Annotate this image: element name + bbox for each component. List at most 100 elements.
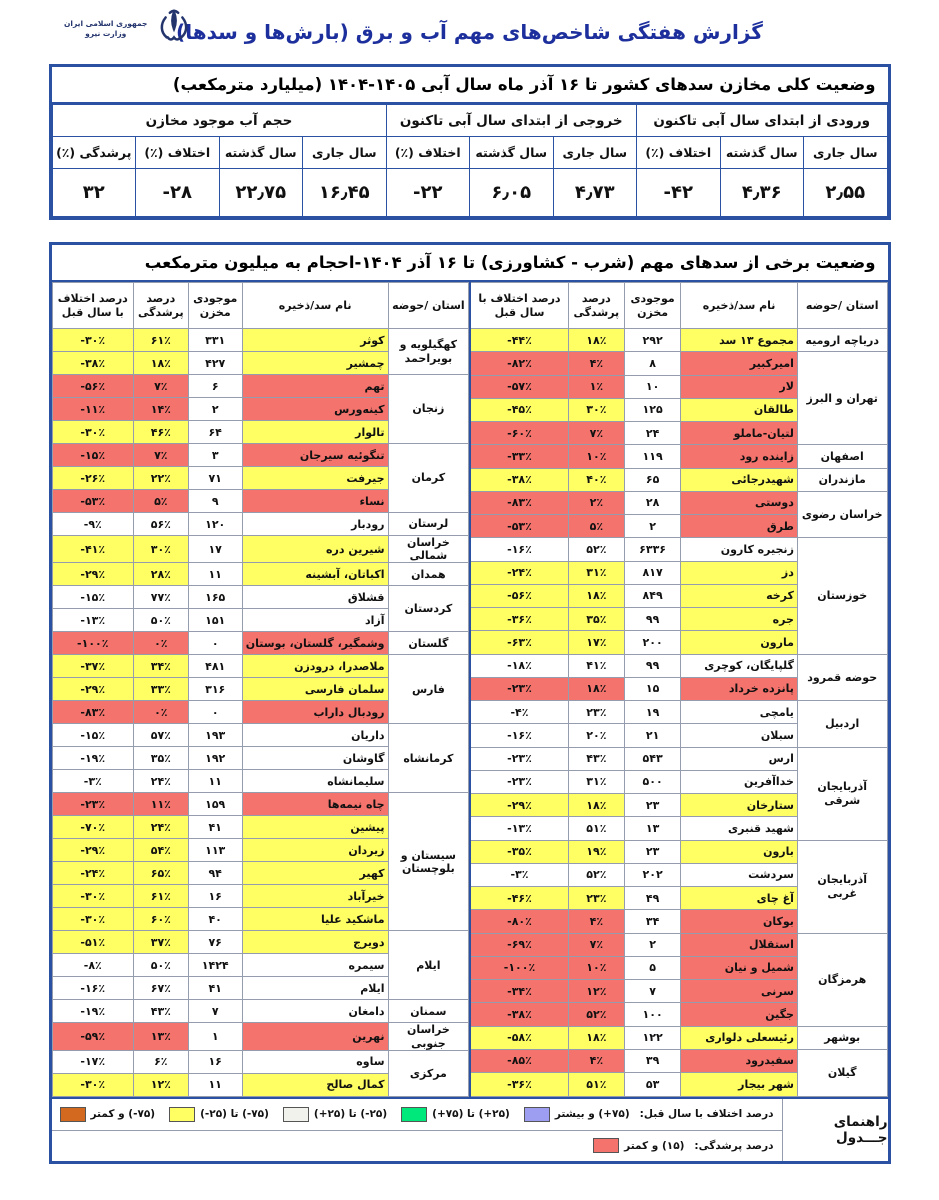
dam-row: آغ چای ۴۹ ۲۳٪ -۴۶٪ (469, 885, 887, 911)
dam-row: پیشین ۴۱ ۲۴٪ -۷۰٪ (51, 815, 469, 840)
dam-name-cell: کهیر (241, 861, 389, 886)
province-cell: تهران و البرز (796, 351, 888, 446)
diff-percent-cell: -۴۴٪ (469, 327, 569, 353)
diff-percent-cell: -۱۳٪ (469, 816, 569, 841)
legend-item-label: (۲۵+) تا (۷۵+) (432, 1108, 510, 1121)
col-header: سال گذشته (218, 136, 303, 169)
dam-name-cell: لتیان-ماملو (680, 420, 798, 446)
fill-percent-cell: ۲۸٪ (133, 562, 189, 587)
reservoir-stock-cell: ۷ (187, 999, 243, 1024)
dam-row: ستارخان ۲۳ ۱۸٪ -۲۹٪ (469, 792, 887, 818)
reservoir-stock-cell: ۱۰ (623, 374, 682, 399)
inflow-lastyear-value: ۴٫۳۶ (719, 168, 804, 217)
dam-name-cell: مجموع ۱۳ سد (680, 327, 798, 353)
diff-percent-cell: -۳۴٪ (469, 978, 569, 1004)
province-cell: کرمانشاه (387, 723, 470, 794)
fill-percent-cell: ۵۰٪ (133, 953, 189, 978)
reservoir-stock-cell: ۱۴۲۴ (187, 953, 243, 978)
volume-diff-value: -۲۸ (135, 168, 220, 217)
diff-percent-cell: -۸۳٪ (51, 700, 135, 725)
header-province: استان /حوضه (796, 282, 888, 329)
legend-diff-label: درصد اختلاف با سال قبل: (639, 1108, 774, 1121)
reservoir-stock-cell: ۲ (187, 397, 243, 421)
header-fill: درصد پرشدگی (567, 282, 625, 329)
dam-row: نساء ۹ ۵٪ -۵۳٪ (51, 489, 469, 513)
reservoir-stock-cell: ۲۳ (623, 839, 682, 864)
province-cell: همدان (387, 562, 470, 587)
reservoir-stock-cell: ۴۸۱ (187, 654, 243, 679)
reservoir-stock-cell: ۲۳ (623, 792, 682, 818)
diff-percent-cell: -۱۷٪ (51, 1049, 135, 1074)
dam-row: تهران و البرز امیرکبیر ۸ ۴٪ -۸۲٪ (469, 351, 888, 446)
inflow-diff-value: -۴۲ (636, 168, 721, 217)
dam-name-cell: رئیسعلی دلواری (680, 1025, 798, 1050)
fill-percent-cell: ۱۰٪ (567, 955, 625, 981)
col-header: سال جاری (552, 136, 637, 169)
diff-percent-cell: -۳۶٪ (469, 1072, 569, 1097)
legend-item-label: (۷۵+) و بیشتر (554, 1108, 630, 1121)
fill-percent-cell: ۳۰٪ (133, 534, 189, 564)
reservoir-stock-cell: ۷۶ (187, 930, 243, 955)
fill-percent-cell: ۲٪ (567, 490, 625, 516)
diff-percent-cell: -۸۳٪ (469, 490, 569, 516)
dam-name-cell: سفیدرود (680, 1048, 798, 1074)
diff-percent-cell: -۳۸٪ (51, 351, 135, 375)
dam-row: پانزده خرداد ۱۵ ۱۸٪ -۲۳٪ (469, 676, 887, 702)
fill-percent-cell: ۶٪ (133, 1049, 189, 1074)
reservoir-stock-cell: ۱۱ (187, 1072, 243, 1097)
dam-name-cell: قشلاق (241, 585, 389, 610)
dam-row: کرمان تنگوئیه سیرجان ۳ ۷٪ -۱۵٪ (51, 443, 470, 513)
dam-row: لرستان رودبار ۱۲۰ ۵۶٪ -۹٪ (51, 512, 470, 536)
province-cell: لرستان (387, 512, 470, 536)
reservoir-stock-cell: ۳ (187, 443, 243, 467)
fill-percent-cell: ۶۱٪ (133, 884, 189, 909)
reservoir-stock-cell: ۴۱ (187, 815, 243, 840)
col-header: سال گذشته (469, 136, 554, 169)
diff-percent-cell: -۱۶٪ (469, 723, 569, 748)
reservoir-stock-cell: ۲۴ (623, 420, 682, 446)
col-header: سال جاری (302, 136, 387, 169)
col-header: اختلاف (٪) (385, 136, 470, 169)
reservoir-stock-cell: ۴۱ (187, 976, 243, 1001)
page-title: گزارش هفتگی شاخص‌های مهم آب و برق (بارش‌… (176, 20, 763, 44)
dams-right-half: استان /حوضه نام سد/ذخیره موجودی مخزن درص… (469, 282, 888, 1097)
dam-row: ماشکید علیا ۴۰ ۶۰٪ -۳۰٪ (51, 907, 469, 932)
province-cell: کهگیلویه و بویراحمد (387, 328, 470, 375)
header-diff: درصد اختلاف با سال قبل (51, 282, 135, 329)
dam-name-cell: گلپایگان، کوچری (680, 653, 798, 678)
diff-percent-cell: -۸۲٪ (469, 351, 569, 376)
fill-percent-cell: ۵٪ (567, 513, 625, 539)
ministry-logo: جمهوری اسلامی ایران وزارت نیرو (64, 6, 197, 52)
dam-name-cell: امیرکبیر (680, 351, 798, 376)
dam-row: اصفهان زاینده رود ۱۱۹ ۱۰٪ -۳۳٪ (469, 444, 888, 469)
legend-item: (۷۵-) و کمتر (59, 1106, 155, 1122)
dam-name-cell: ماشکید علیا (241, 907, 389, 932)
fill-percent-cell: ۵٪ (133, 489, 189, 513)
dam-row: رودبال داراب ۰ ۰٪ -۸۳٪ (51, 700, 469, 725)
province-cell: آذربایجان شرقی (796, 746, 888, 841)
header-dam-name: نام سد/ذخیره (680, 282, 798, 329)
province-cell: کرمان (387, 443, 470, 513)
dam-row: مازندران شهیدرجائی ۶۵ ۴۰٪ -۳۸٪ (469, 467, 888, 492)
diff-percent-cell: -۱۰۰٪ (469, 955, 569, 981)
dams-table-halves: استان /حوضه نام سد/ذخیره موجودی مخزن درص… (51, 282, 888, 1097)
dam-row: خراسان جنوبی نهرین ۱ ۱۳٪ -۵۹٪ (51, 1022, 470, 1051)
dam-name-cell: شهید قنبری (680, 816, 798, 841)
fill-percent-cell: ۵۷٪ (133, 723, 189, 748)
reservoir-stock-cell: ۸ (623, 351, 682, 376)
dam-name-cell: نساء (241, 489, 389, 513)
dam-name-cell: دامغان (241, 999, 389, 1024)
fill-percent-cell: ۰٪ (133, 631, 189, 656)
fill-percent-cell: ۴۳٪ (567, 746, 625, 771)
iran-emblem-icon (161, 8, 188, 41)
diff-percent-cell: -۲۳٪ (469, 676, 569, 702)
fill-percent-cell: ۳۱٪ (567, 769, 625, 795)
legend-item-label: (۱۵) و کمتر (624, 1139, 685, 1152)
reservoir-stock-cell: ۴۹ (623, 885, 682, 911)
legend-swatch (523, 1106, 550, 1122)
diff-percent-cell: -۳۵٪ (469, 839, 569, 864)
reservoir-stock-cell: ۹۹ (623, 653, 682, 678)
fill-percent-cell: ۷٪ (133, 374, 189, 398)
fill-percent-cell: ۱۸٪ (567, 792, 625, 818)
dam-row: خراسان رضوی دوستی ۲۸ ۲٪ -۸۳٪ (469, 490, 888, 539)
